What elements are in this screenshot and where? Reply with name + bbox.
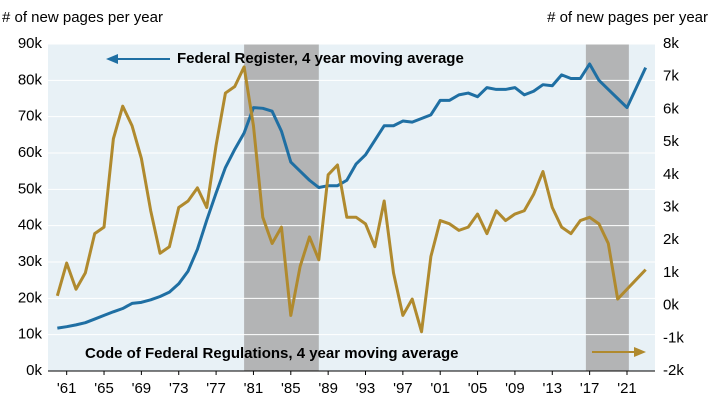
y2-tick-label: 0k xyxy=(663,297,679,314)
x-tick-label: '13 xyxy=(542,380,562,397)
y-axis-label: # of new pages per year xyxy=(2,9,163,26)
y2-tick-label: 1k xyxy=(663,264,679,281)
arrowhead xyxy=(634,347,646,357)
x-tick-label: '69 xyxy=(132,380,152,397)
x-tick-label: '21 xyxy=(617,380,637,397)
series-line xyxy=(55,65,647,334)
x-tick-label: '09 xyxy=(505,380,525,397)
y2-tick-label: 2k xyxy=(663,231,679,248)
y-tick-label: 80k xyxy=(18,71,43,88)
shaded-regions xyxy=(244,44,629,371)
y2-tick-label: 8k xyxy=(663,35,679,52)
y2-tick-label: -2k xyxy=(663,362,684,379)
grid xyxy=(48,43,655,372)
shaded-range xyxy=(244,44,319,371)
x-tick-label: '77 xyxy=(206,380,226,397)
y2-tick-label: 5k xyxy=(663,133,679,150)
y-tick-label: 90k xyxy=(18,35,43,52)
y2-tick-label: 6k xyxy=(663,100,679,117)
y-tick-label: 50k xyxy=(18,180,43,197)
y-tick-label: 70k xyxy=(18,108,43,125)
x-tick-label: '01 xyxy=(430,380,450,397)
x-tick-label: '93 xyxy=(356,380,376,397)
x-tick-label: '61 xyxy=(57,380,77,397)
x-tick-label: '17 xyxy=(580,380,600,397)
y2-tick-label: 4k xyxy=(663,166,679,183)
y-tick-label: 60k xyxy=(18,144,43,161)
y-tick-label: 30k xyxy=(18,253,43,270)
y-tick-label: 20k xyxy=(18,289,43,306)
y-tick-label: 0k xyxy=(26,362,42,379)
x-tick-label: '65 xyxy=(94,380,114,397)
x-tick-label: '05 xyxy=(468,380,488,397)
y-tick-label: 10k xyxy=(18,326,43,343)
x-tick-label: '85 xyxy=(281,380,301,397)
x-tick-label: '97 xyxy=(393,380,413,397)
y2-tick-label: -1k xyxy=(663,329,684,346)
ticks: 0k 10k 20k 30k 40k 50k 60k 70k 80k 90k -2k -1k 0k 1k 2… xyxy=(18,35,685,397)
series-label: Federal Register, 4 year moving average xyxy=(177,50,464,67)
lines xyxy=(55,62,648,334)
series-line xyxy=(57,62,648,330)
x-tick-label: '81 xyxy=(244,380,264,397)
annotations: Federal Register, 4 year moving average … xyxy=(85,50,646,362)
arrowhead xyxy=(106,54,118,64)
plot-background xyxy=(48,44,655,371)
x-tick-label: '89 xyxy=(318,380,338,397)
x-tick-label: '73 xyxy=(169,380,189,397)
y2-axis-label: # of new pages per year xyxy=(547,9,708,26)
shaded-range xyxy=(585,44,629,371)
series-label: Code of Federal Regulations, 4 year movi… xyxy=(85,345,458,362)
y2-tick-label: 3k xyxy=(663,198,679,215)
y2-tick-label: 7k xyxy=(663,68,679,85)
y-tick-label: 40k xyxy=(18,217,43,234)
